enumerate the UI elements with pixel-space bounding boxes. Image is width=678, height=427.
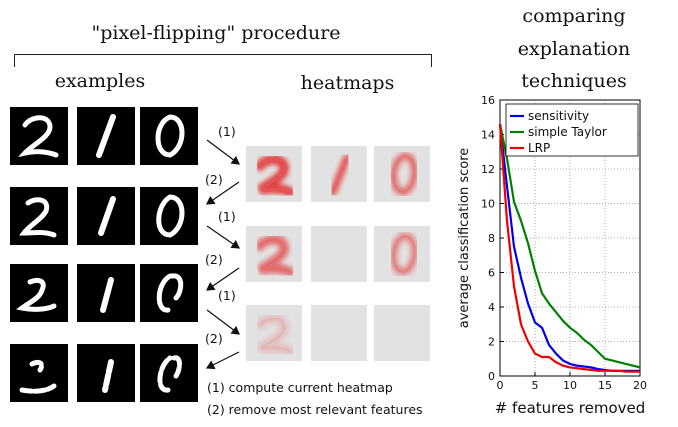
heatmap-tile <box>246 146 302 202</box>
y-tick-label: 12 <box>481 163 495 176</box>
example-digit <box>77 187 135 245</box>
example-digit <box>10 344 68 402</box>
legend-step-1: (1) compute current heatmap <box>207 380 393 395</box>
examples-heading: examples <box>54 70 146 92</box>
step-label: (2) <box>205 172 223 187</box>
series-line-lrp <box>498 124 640 373</box>
example-digit <box>77 264 135 322</box>
legend-step-2: (2) remove most relevant features <box>207 402 423 417</box>
heatmaps-heading: heatmaps <box>300 72 395 94</box>
step-label: (1) <box>218 288 236 303</box>
legend-entry: sensitivity <box>528 109 589 123</box>
y-tick-label: 8 <box>488 232 495 245</box>
arrow-back-3 <box>205 351 240 370</box>
heatmap-tile <box>374 146 430 202</box>
example-digit <box>77 344 135 402</box>
example-digit <box>140 344 198 402</box>
chart-title: comparing explanation techniques <box>470 0 678 98</box>
arrow-forward-1 <box>206 139 240 165</box>
y-tick-label: 2 <box>488 336 495 349</box>
chart-title-line: comparing <box>522 5 626 27</box>
example-digit <box>10 107 68 165</box>
y-tick-label: 0 <box>488 370 495 383</box>
y-tick-label: 14 <box>481 129 495 142</box>
y-tick-label: 10 <box>481 198 495 211</box>
legend-entry: LRP <box>528 141 550 155</box>
heatmap-tile <box>311 226 367 282</box>
y-tick-label: 16 <box>481 94 495 107</box>
step-label: (1) <box>218 209 236 224</box>
arrow-forward-3 <box>206 309 240 335</box>
example-digit <box>10 187 68 245</box>
y-tick-label: 4 <box>488 301 495 314</box>
example-digit <box>140 264 198 322</box>
heatmap-tile <box>374 226 430 282</box>
legend-entry: simple Taylor <box>528 125 607 139</box>
arrow-back-2 <box>206 267 240 291</box>
y-tick-label: 6 <box>488 267 495 280</box>
chart-title-line: techniques <box>521 70 627 92</box>
example-digit <box>140 187 198 245</box>
procedure-bracket <box>14 54 432 67</box>
x-tick-label: 10 <box>563 379 577 392</box>
x-tick-label: 15 <box>598 379 612 392</box>
legend-box <box>505 103 639 157</box>
heatmap-tile <box>246 305 302 361</box>
step-label: (2) <box>205 331 223 346</box>
heatmap-tile <box>374 305 430 361</box>
chart-title-line: explanation <box>517 37 631 60</box>
x-tick-label: 0 <box>497 379 504 392</box>
comparison-chart: 0 5 10 15 20 0 2 4 6 8 10 12 14 16 # features removed a… <box>457 94 647 417</box>
x-axis-label: # features removed <box>495 399 646 417</box>
example-digit <box>77 107 135 165</box>
arrow-forward-2 <box>206 225 240 249</box>
example-digit <box>140 107 198 165</box>
y-axis-label: average classification score <box>457 148 472 329</box>
step-arrows <box>205 139 240 370</box>
x-tick-label: 5 <box>532 379 539 392</box>
heatmap-tile <box>311 146 367 202</box>
heatmap-tile <box>311 305 367 361</box>
arrow-back-1 <box>206 181 240 205</box>
heatmap-tile <box>246 226 302 282</box>
series-line-simple-taylor <box>498 123 641 369</box>
step-label: (2) <box>205 252 223 267</box>
x-tick-label: 20 <box>633 379 647 392</box>
example-digit <box>10 264 68 322</box>
procedure-title: "pixel-flipping" procedure <box>91 22 341 44</box>
step-label: (1) <box>218 124 236 139</box>
